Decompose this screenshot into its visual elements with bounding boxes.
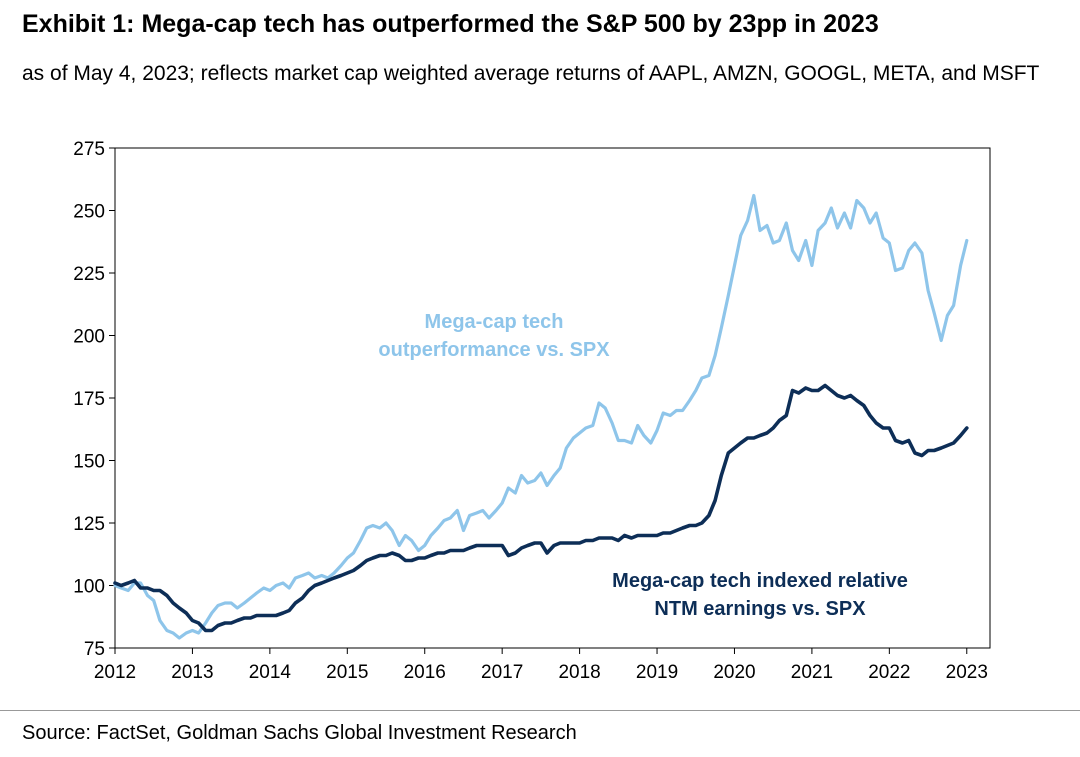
y-tick-label: 175 <box>73 389 105 410</box>
series-annotation-line: NTM earnings vs. SPX <box>654 598 866 620</box>
series-annotation-line: outperformance vs. SPX <box>378 339 610 361</box>
chart-subtitle: as of May 4, 2023; reflects market cap w… <box>22 62 1040 85</box>
y-tick-label: 100 <box>73 577 105 598</box>
series-line-outperformance <box>113 193 969 640</box>
x-tick-label: 2012 <box>94 662 136 683</box>
x-axis: 2012 2013 2014 2015 2016 2017 2018 2019 2020 2021… <box>94 648 988 683</box>
chart-title: Exhibit 1: Mega-cap tech has outperforme… <box>22 10 879 38</box>
y-tick-label: 200 <box>73 327 105 348</box>
divider-line <box>0 710 1080 711</box>
y-tick-label: 250 <box>73 202 105 223</box>
x-tick-label: 2014 <box>249 662 292 683</box>
y-tick-label: 75 <box>84 639 105 660</box>
x-tick-label: 2017 <box>481 662 523 683</box>
x-tick-label: 2019 <box>636 662 678 683</box>
y-tick-label: 275 <box>73 139 105 160</box>
y-tick-label: 225 <box>73 264 105 285</box>
x-tick-label: 2013 <box>171 662 213 683</box>
x-tick-label: 2016 <box>404 662 446 683</box>
y-tick-label: 150 <box>73 452 105 473</box>
x-tick-label: 2023 <box>946 662 988 683</box>
x-tick-label: 2022 <box>868 662 910 683</box>
x-tick-label: 2020 <box>713 662 755 683</box>
x-tick-label: 2021 <box>791 662 833 683</box>
annotations: Mega-cap tech outperformance vs. SPX Mega-… <box>378 311 907 620</box>
series-layer <box>113 193 969 640</box>
x-tick-label: 2018 <box>558 662 600 683</box>
x-tick-label: 2015 <box>326 662 368 683</box>
source-note: Source: FactSet, Goldman Sachs Global In… <box>22 722 577 744</box>
series-line-ntm-earnings <box>113 383 969 633</box>
y-axis: 75 100 125 150 175 200 225 250 275 <box>73 139 115 660</box>
series-annotation-line: Mega-cap tech <box>425 311 564 333</box>
series-annotation-line: Mega-cap tech indexed relative <box>612 570 908 592</box>
y-tick-label: 125 <box>73 514 105 535</box>
